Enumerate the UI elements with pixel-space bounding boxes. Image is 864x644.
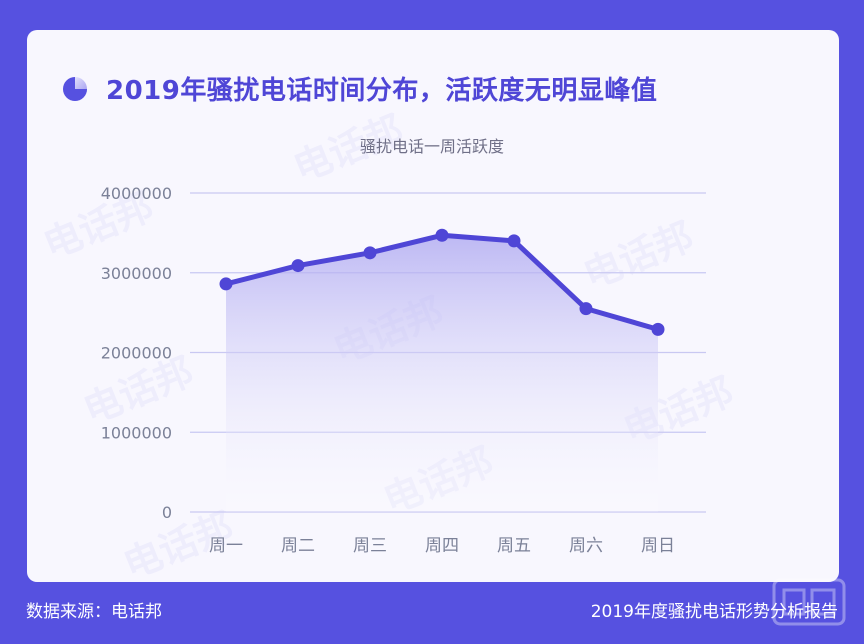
data-point (651, 322, 665, 336)
data-point (435, 228, 449, 242)
data-point (579, 302, 593, 316)
x-tick-label: 周日 (641, 536, 675, 556)
x-tick-label: 周二 (281, 536, 315, 556)
y-tick-label: 3000000 (101, 264, 172, 283)
report-name: 2019年度骚扰电话形势分析报告 (590, 602, 838, 622)
pie-icon (63, 76, 87, 101)
series-area (226, 235, 658, 512)
page-title: 2019年骚扰电话时间分布，活跃度无明显峰值 (106, 76, 658, 106)
x-tick-label: 周四 (425, 536, 459, 556)
pc-logo-icon (772, 578, 846, 626)
data-point (219, 277, 233, 291)
data-point (507, 234, 521, 248)
title-row: 2019年骚扰电话时间分布，活跃度无明显峰值 (62, 70, 657, 107)
x-tick-label: 周五 (497, 536, 531, 556)
chart-title: 骚扰电话一周活跃度 (359, 137, 504, 156)
x-tick-label: 周三 (353, 536, 387, 556)
y-tick-label: 1000000 (101, 423, 172, 442)
data-point (291, 259, 305, 273)
data-source: 数据来源：电话邦 (26, 602, 162, 622)
y-tick-label: 4000000 (101, 184, 172, 203)
data-point (363, 246, 377, 260)
x-tick-label: 周一 (209, 536, 243, 556)
y-tick-label: 0 (162, 503, 172, 522)
x-tick-label: 周六 (569, 536, 603, 556)
y-tick-label: 2000000 (101, 344, 172, 363)
